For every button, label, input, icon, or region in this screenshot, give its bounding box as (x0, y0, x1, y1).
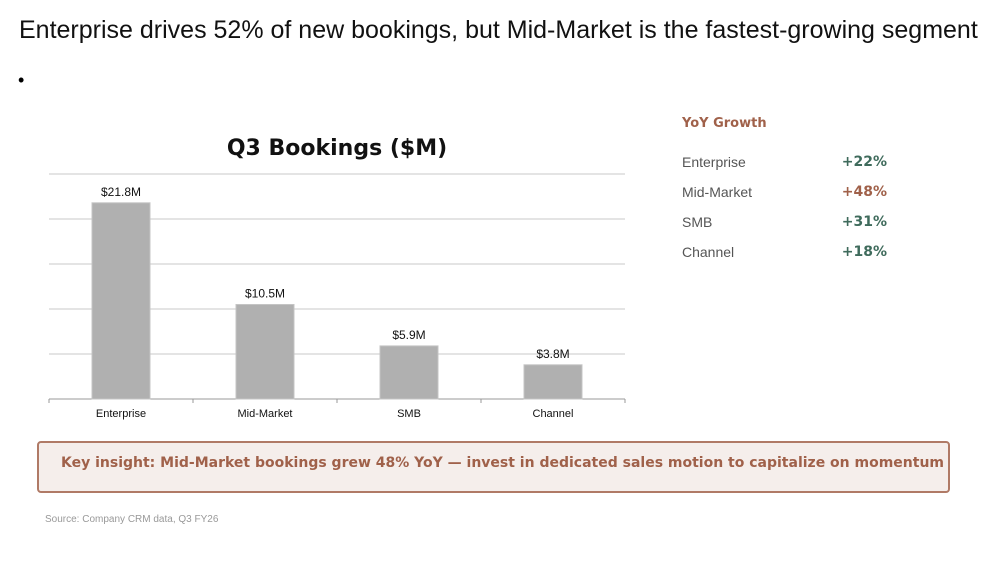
yoy-value: +48% (841, 184, 887, 200)
slide-title: Enterprise drives 52% of new bookings, b… (19, 16, 978, 44)
yoy-label: Mid-Market (682, 184, 753, 200)
yoy-heading: YoY Growth (682, 116, 767, 131)
bar-mid-market (235, 304, 295, 400)
bar-enterprise (91, 202, 151, 400)
bar-channel (523, 364, 583, 400)
chart-title: Q3 Bookings ($M) (227, 136, 447, 161)
x-tick-label: Channel (533, 408, 574, 420)
yoy-row: SMB +31% (682, 214, 887, 230)
yoy-row: Channel +18% (682, 244, 887, 260)
yoy-value: +22% (841, 154, 887, 170)
yoy-label: Channel (682, 244, 735, 260)
data-label: $5.9M (392, 328, 425, 342)
yoy-row: Enterprise +22% (682, 154, 887, 170)
x-tick-label: SMB (397, 408, 421, 420)
data-label: $21.8M (101, 185, 141, 199)
bar-smb (379, 345, 439, 400)
yoy-value: +18% (841, 244, 887, 260)
insight-text: Key insight: Mid-Market bookings grew 48… (61, 455, 945, 471)
data-label: $3.8M (536, 347, 569, 361)
yoy-value: +31% (841, 214, 887, 230)
source-note: Source: Company CRM data, Q3 FY26 (45, 514, 219, 525)
data-label: $10.5M (245, 287, 285, 301)
yoy-label: SMB (682, 214, 713, 230)
x-tick-label: Enterprise (96, 408, 146, 420)
yoy-label: Enterprise (682, 154, 746, 170)
empty-bullet: • (18, 70, 25, 90)
yoy-row: Mid-Market +48% (682, 184, 887, 200)
insight-box: Key insight: Mid-Market bookings grew 48… (37, 441, 950, 493)
x-tick-label: Mid-Market (237, 408, 292, 420)
